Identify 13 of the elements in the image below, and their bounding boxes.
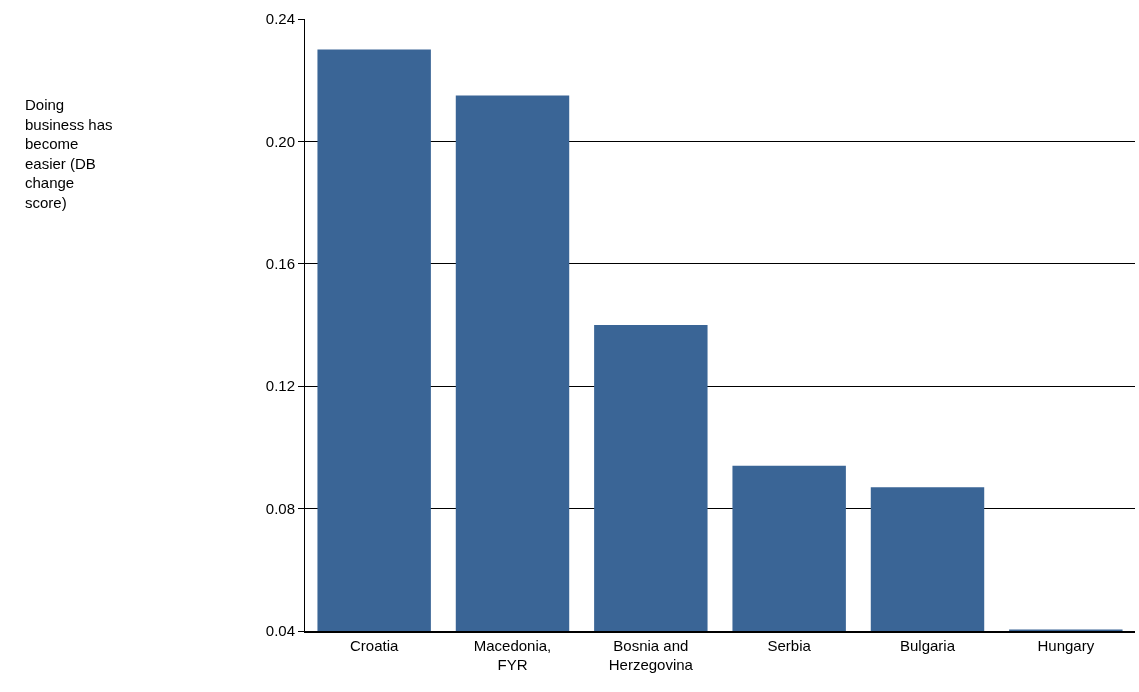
y-tick-label: 0.04 [265, 622, 295, 640]
y-tick-label: 0.12 [265, 377, 295, 395]
x-tick-label: Bulgaria [899, 636, 956, 654]
text: Doing business has become easier (DB change score) [25, 96, 113, 211]
y-tick-label: 0.24 [265, 10, 295, 28]
x-tick-label: Macedonia, FYR [473, 636, 552, 674]
y-tick-label: 0.08 [265, 499, 295, 517]
x-tick-label: Croatia [349, 636, 399, 654]
x-tick-label: Bosnia and Herzegovina [608, 636, 694, 674]
x-tick-label: Hungary [1037, 636, 1095, 654]
y-tick-label: 0.16 [265, 255, 295, 273]
x-tick-label: Serbia [767, 636, 812, 654]
y-tick-label: 0.20 [265, 132, 295, 150]
